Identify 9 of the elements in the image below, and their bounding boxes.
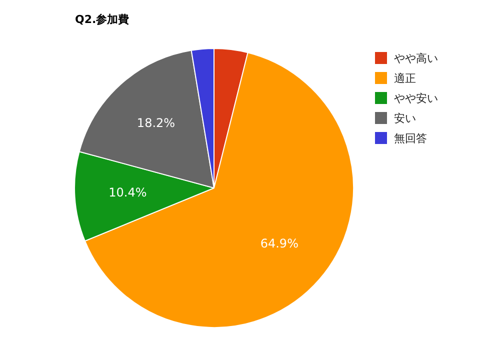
data-label: 18.2% [136, 116, 176, 130]
data-label: 10.4% [108, 186, 147, 200]
legend-label: 適正 [394, 70, 416, 86]
legend-label: やや安い [394, 90, 438, 106]
data-label: 64.9% [260, 236, 298, 251]
legend-label: やや高い [394, 50, 438, 66]
chart-title: Q2.参加費 [75, 12, 130, 27]
legend-label: 安い [394, 110, 416, 126]
legend-label: 無回答 [394, 130, 427, 146]
